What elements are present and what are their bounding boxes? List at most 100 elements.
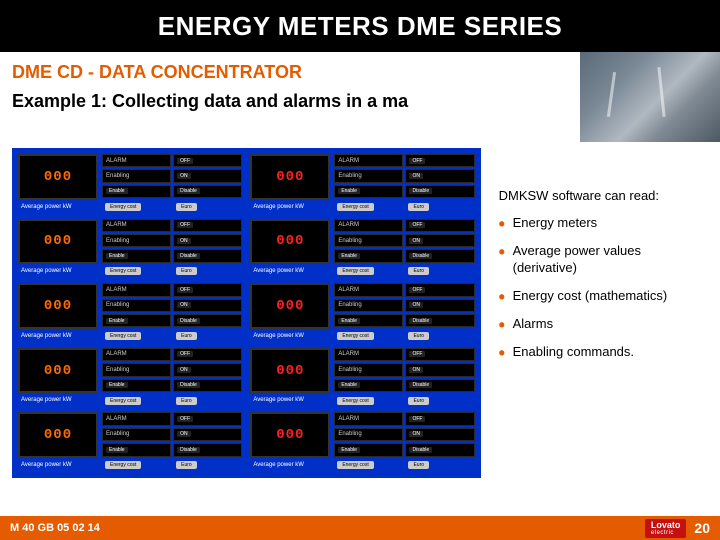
status-cell: Enable <box>102 314 171 327</box>
lcd-value: 000 <box>44 427 72 443</box>
status-cell: ALARM <box>334 412 403 425</box>
meter-lcd: 000Average power kW <box>250 412 330 472</box>
meter-lcd: 000Average power kW <box>250 154 330 214</box>
lcd-value: 000 <box>44 363 72 379</box>
status-cell: ALARM <box>102 283 171 296</box>
status-cell: OFF <box>405 412 474 425</box>
status-cell: Enable <box>334 249 403 262</box>
status-cell: ALARM <box>334 283 403 296</box>
status-cell: OFF <box>405 283 474 296</box>
status-cell: OFF <box>173 154 242 167</box>
lcd-unit: Average power kW <box>21 462 72 468</box>
status-cell: Enabling <box>102 169 171 182</box>
lcd-unit-row: Average power kW <box>250 393 330 407</box>
footer-code: M 40 GB 05 02 14 <box>10 522 100 534</box>
action-cell[interactable]: Energy cost <box>334 329 403 342</box>
lcd-display: 000 <box>250 219 330 265</box>
status-cell: Enable <box>102 443 171 456</box>
status-cell: ON <box>405 299 474 312</box>
status-cell: ON <box>405 169 474 182</box>
status-cell: Disable <box>405 249 474 262</box>
feature-item: Enabling commands. <box>499 344 708 360</box>
action-cell[interactable]: Euro <box>173 200 242 213</box>
action-cell[interactable]: Energy cost <box>334 459 403 472</box>
action-cell[interactable]: Energy cost <box>102 459 171 472</box>
brand-logo: Lovato electric <box>645 519 687 538</box>
footer-right: Lovato electric 20 <box>645 519 710 538</box>
action-cell[interactable]: Energy cost <box>102 394 171 407</box>
status-cell: Disable <box>405 443 474 456</box>
action-cell[interactable]: Euro <box>405 394 474 407</box>
status-cell: Disable <box>173 249 242 262</box>
status-cell: ON <box>405 234 474 247</box>
lcd-value: 000 <box>276 233 304 249</box>
lcd-unit: Average power kW <box>21 333 72 339</box>
meter-panel: 000Average power kWALARMOFFEnablingONEna… <box>18 283 242 343</box>
status-cell: ALARM <box>102 412 171 425</box>
status-cell: ON <box>173 169 242 182</box>
status-cell: Enabling <box>334 169 403 182</box>
action-cell[interactable]: Energy cost <box>334 394 403 407</box>
action-cell[interactable]: Euro <box>405 459 474 472</box>
meter-lcd: 000 Average power kW <box>250 348 330 408</box>
meter-panel: 000Average power kWALARMOFFEnablingONEna… <box>250 154 474 214</box>
action-cell[interactable]: Energy cost <box>334 265 403 278</box>
status-cell: OFF <box>405 348 474 361</box>
lcd-unit-row: Average power kW <box>250 458 330 472</box>
status-cell: Enable <box>334 185 403 198</box>
status-cell: Enabling <box>334 299 403 312</box>
status-cell: OFF <box>405 154 474 167</box>
action-cell[interactable]: Euro <box>405 200 474 213</box>
status-cell: Disable <box>173 185 242 198</box>
status-cell: Enable <box>334 379 403 392</box>
action-cell[interactable]: Euro <box>173 459 242 472</box>
meter-lcd: 000 Average power kW <box>250 219 330 279</box>
action-cell[interactable]: Energy cost <box>334 200 403 213</box>
feature-item: Energy meters <box>499 215 708 231</box>
lcd-unit-row: Average power kW <box>250 264 330 278</box>
action-cell[interactable]: Euro <box>405 329 474 342</box>
status-cell: Enabling <box>102 234 171 247</box>
lcd-unit-row: Average power kW <box>18 329 98 343</box>
status-cell: Disable <box>405 185 474 198</box>
lcd-display: 000 <box>250 154 330 200</box>
status-cell: ALARM <box>102 219 171 232</box>
feature-item: Average power values (derivative) <box>499 243 708 276</box>
action-cell[interactable]: Euro <box>173 329 242 342</box>
status-cell: ON <box>173 363 242 376</box>
status-cell: ALARM <box>102 348 171 361</box>
meter-panel: 000Average power kWALARMOFFEnablingONEna… <box>18 348 242 408</box>
status-cell: ON <box>173 234 242 247</box>
lcd-unit-row: Average power kW <box>250 200 330 214</box>
lcd-unit-row: Average power kW <box>18 264 98 278</box>
status-cell: ON <box>173 428 242 441</box>
right-text-block: DMKSW software can read: Energy meters A… <box>499 148 708 500</box>
status-cell: Enable <box>102 185 171 198</box>
meter-status-grid: ALARMOFFEnablingONEnableDisableEnergy co… <box>334 412 474 472</box>
lcd-value: 000 <box>44 298 72 314</box>
lcd-unit-row: Average power kW <box>18 200 98 214</box>
status-cell: OFF <box>405 219 474 232</box>
lcd-unit: Average power kW <box>253 397 304 403</box>
action-cell[interactable]: Energy cost <box>102 200 171 213</box>
status-cell: Disable <box>173 443 242 456</box>
action-cell[interactable]: Euro <box>405 265 474 278</box>
status-cell: ON <box>405 363 474 376</box>
lcd-unit: Average power kW <box>253 268 304 274</box>
lcd-display: 000 <box>250 348 330 394</box>
action-cell[interactable]: Energy cost <box>102 265 171 278</box>
meter-status-grid: ALARMOFFEnablingONEnableDisableEnergy co… <box>334 219 474 279</box>
action-cell[interactable]: Euro <box>173 265 242 278</box>
meter-panel: 000Average power kWALARMOFFEnablingONEna… <box>250 283 474 343</box>
lcd-unit-row: Average power kW <box>18 393 98 407</box>
action-cell[interactable]: Euro <box>173 394 242 407</box>
status-cell: ON <box>405 428 474 441</box>
action-cell[interactable]: Energy cost <box>102 329 171 342</box>
meter-lcd: 000 Average power kW <box>18 412 98 472</box>
meter-status-grid: ALARMOFFEnablingONEnableDisableEnergy co… <box>102 154 242 214</box>
status-cell: OFF <box>173 283 242 296</box>
slide-title: ENERGY METERS DME SERIES <box>158 11 563 42</box>
lcd-unit: Average power kW <box>21 268 72 274</box>
feature-item: Energy cost (mathematics) <box>499 288 708 304</box>
status-cell: OFF <box>173 412 242 425</box>
